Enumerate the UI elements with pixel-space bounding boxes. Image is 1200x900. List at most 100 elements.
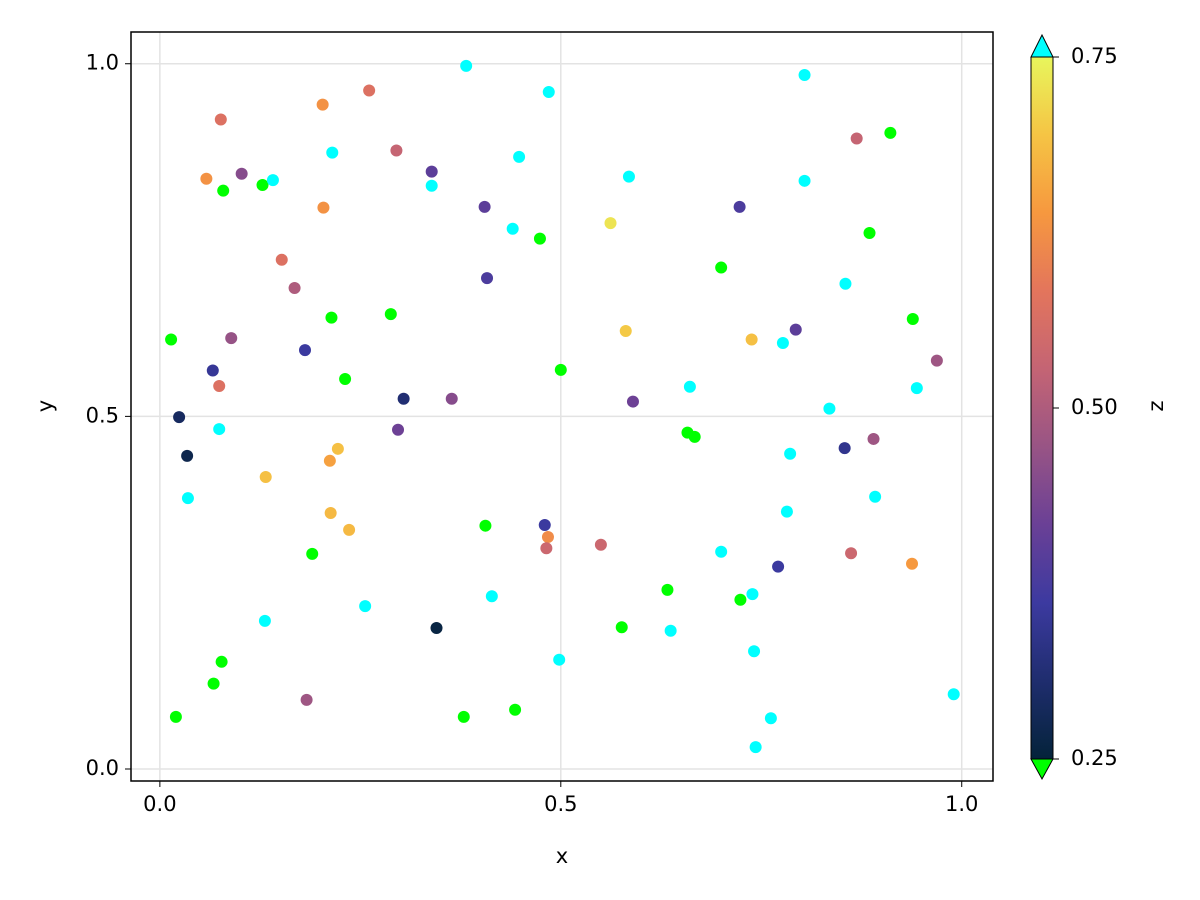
point: [235, 167, 248, 180]
point: [430, 621, 443, 634]
point: [392, 423, 405, 436]
point: [764, 712, 777, 725]
point: [776, 337, 789, 350]
point: [445, 392, 458, 405]
point: [200, 172, 213, 185]
point: [213, 423, 226, 436]
point: [780, 505, 793, 518]
point: [479, 519, 492, 532]
point: [533, 232, 546, 245]
point: [299, 344, 312, 357]
colorbar-high-clip: [1030, 33, 1054, 58]
point: [397, 392, 410, 405]
point: [594, 538, 607, 551]
point: [258, 614, 271, 627]
point: [789, 323, 802, 336]
point: [661, 583, 674, 596]
colorbar-tick-label: 0.50: [1071, 395, 1118, 419]
point: [622, 170, 635, 183]
point: [181, 492, 194, 505]
point: [542, 85, 555, 98]
point: [615, 621, 628, 634]
point: [478, 200, 491, 213]
point: [749, 741, 762, 754]
point: [214, 113, 227, 126]
point: [513, 150, 526, 163]
point: [225, 332, 238, 345]
point: [823, 402, 836, 415]
point: [425, 165, 438, 178]
point: [213, 380, 226, 393]
point: [384, 308, 397, 321]
y-tick-label: 1.0: [86, 51, 119, 75]
point: [850, 132, 863, 145]
point: [317, 201, 330, 214]
point: [798, 174, 811, 187]
point: [457, 710, 470, 723]
point: [733, 200, 746, 213]
point: [206, 364, 219, 377]
point: [460, 59, 473, 72]
point: [869, 490, 882, 503]
point: [181, 449, 194, 462]
point: [910, 382, 923, 395]
point: [715, 545, 728, 558]
point: [165, 333, 178, 346]
point: [688, 430, 701, 443]
point: [506, 222, 519, 235]
point: [485, 590, 498, 603]
point: [745, 333, 758, 346]
point: [947, 688, 960, 701]
point: [300, 693, 313, 706]
point: [326, 146, 339, 159]
point: [619, 325, 632, 338]
point: [509, 703, 522, 716]
point: [256, 179, 269, 192]
colorbar-low-clip: [1030, 758, 1054, 781]
point: [734, 593, 747, 606]
point: [390, 144, 403, 157]
point: [664, 624, 677, 637]
point: [324, 506, 337, 519]
point: [838, 442, 851, 455]
point: [316, 98, 329, 111]
point: [288, 282, 301, 295]
point: [541, 530, 554, 543]
point: [363, 84, 376, 97]
point: [359, 600, 372, 613]
point: [839, 277, 852, 290]
point: [845, 547, 858, 560]
point: [867, 432, 880, 445]
point: [339, 372, 352, 385]
point: [554, 363, 567, 376]
x-tick-label: 0.0: [143, 792, 176, 816]
point: [266, 174, 279, 187]
x-tick-label: 0.5: [544, 792, 577, 816]
point: [748, 645, 761, 658]
point: [798, 69, 811, 82]
point: [215, 655, 228, 668]
point: [604, 217, 617, 230]
point: [323, 454, 336, 467]
point: [930, 354, 943, 367]
y-tick-label: 0.0: [86, 756, 119, 780]
colorbar-tick-label: 0.75: [1071, 44, 1118, 68]
y-tick-label: 0.5: [86, 403, 119, 427]
point: [683, 380, 696, 393]
plot-frame: [130, 31, 994, 782]
point: [207, 677, 220, 690]
point: [538, 518, 551, 531]
point: [906, 557, 919, 570]
x-axis-label: x: [556, 844, 568, 868]
point: [306, 547, 319, 560]
point: [173, 411, 186, 424]
point: [906, 313, 919, 326]
point: [343, 523, 356, 536]
point: [746, 588, 759, 601]
point: [772, 560, 785, 573]
point: [325, 311, 338, 324]
colorbar-tick-label: 0.25: [1071, 746, 1118, 770]
point: [425, 179, 438, 192]
colorbar: [1031, 57, 1053, 759]
